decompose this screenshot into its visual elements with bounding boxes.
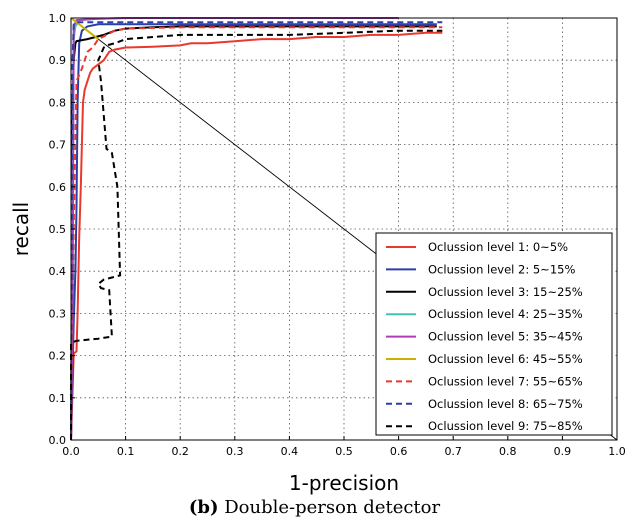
- legend-entry-label: Oclussion level 4: 25~35%: [428, 307, 583, 321]
- series-line-1: [70, 31, 443, 441]
- y-tick-label: 0.2: [49, 350, 67, 363]
- y-tick-label: 1.0: [49, 12, 67, 25]
- caption-label: (b): [188, 497, 219, 518]
- x-tick-label: 0.9: [554, 445, 572, 458]
- x-tick-label: 0.1: [117, 445, 135, 458]
- series-line-8: [70, 21, 443, 441]
- figure-caption: (b) Double-person detector: [0, 497, 629, 518]
- y-tick-label: 0.6: [49, 181, 67, 194]
- x-tick-label: 0.8: [499, 445, 517, 458]
- legend-entry-label: Oclussion level 7: 55~65%: [428, 374, 583, 388]
- y-axis-label: recall: [9, 202, 33, 256]
- x-tick-label: 0.7: [444, 445, 462, 458]
- legend-entry-label: Oclussion level 9: 75~85%: [428, 419, 583, 433]
- caption-text: Double-person detector: [224, 497, 441, 518]
- y-tick-label: 0.8: [49, 96, 67, 109]
- x-tick-label: 0.4: [281, 445, 299, 458]
- x-axis-label: 1-precision: [289, 471, 399, 495]
- x-tick-label: 0.3: [226, 445, 244, 458]
- y-tick-label: 0.7: [49, 139, 67, 152]
- legend-entry-label: Oclussion level 6: 45~55%: [428, 352, 583, 366]
- series-line-2: [70, 23, 437, 441]
- y-tick-label: 0.0: [49, 434, 67, 447]
- x-tick-label: 0.5: [335, 445, 353, 458]
- y-tick-label: 0.9: [49, 54, 67, 67]
- legend-box: [375, 232, 613, 436]
- y-tick-label: 0.1: [49, 392, 67, 405]
- series-line-7: [70, 26, 443, 441]
- series-line-6: [70, 17, 99, 40]
- roc-chart: 0.0 0.1 0.2 0.3 0.4 0.5 0.6 0.7 0.8 0.9 1.0 0.0 0.1 0…: [9, 12, 626, 495]
- x-tick-label: 0.6: [390, 445, 408, 458]
- legend: Oclussion level 1: 0~5% Oclussion level 2…: [375, 232, 613, 436]
- x-tick-label: 0.2: [171, 445, 189, 458]
- tick-layer: 0.0 0.1 0.2 0.3 0.4 0.5 0.6 0.7 0.8 0.9 1.0 0.0 0.1 0…: [49, 12, 626, 458]
- series-line-9: [70, 29, 443, 440]
- legend-entry-label: Oclussion level 5: 35~45%: [428, 330, 583, 344]
- legend-entry-label: Oclussion level 3: 15~25%: [428, 285, 583, 299]
- legend-entry-label: Oclussion level 8: 65~75%: [428, 397, 583, 411]
- legend-entry-label: Oclussion level 1: 0~5%: [428, 240, 568, 254]
- x-tick-label: 1.0: [608, 445, 626, 458]
- x-tick-label: 0.0: [62, 445, 80, 458]
- legend-entry-label: Oclussion level 2: 5~15%: [428, 262, 575, 276]
- y-tick-label: 0.4: [49, 265, 67, 278]
- y-tick-label: 0.3: [49, 307, 67, 320]
- y-tick-label: 0.5: [49, 223, 67, 236]
